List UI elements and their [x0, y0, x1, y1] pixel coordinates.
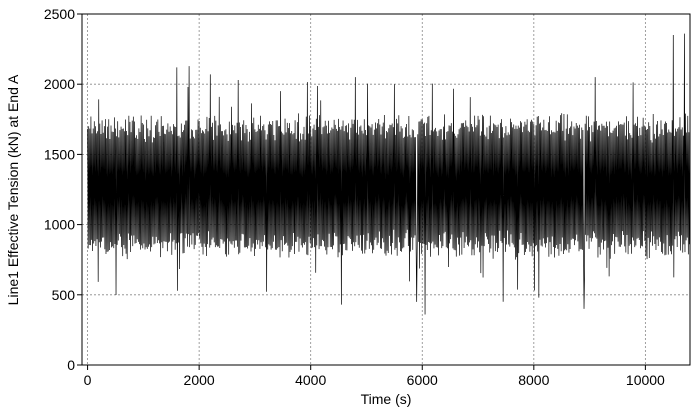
y-tick-label: 1500: [44, 146, 75, 162]
y-tick-label: 2500: [44, 6, 75, 22]
y-tick-label: 1000: [44, 217, 75, 233]
x-axis-label: Time (s): [361, 391, 412, 407]
y-tick-label: 2000: [44, 76, 75, 92]
plot-frame: [81, 13, 691, 366]
x-tick-label: 0: [84, 372, 92, 388]
tension-series-line: [87, 33, 691, 315]
series-line: [87, 33, 691, 315]
x-tick-label: 10000: [626, 372, 665, 388]
x-tick-label: 4000: [295, 372, 326, 388]
x-tick-label: 2000: [184, 372, 215, 388]
y-tick-label: 0: [67, 357, 75, 373]
axes: 0 2000 4000 6000 8000 10000 0 500 1000 1500 2000 25…: [44, 6, 665, 388]
y-axis-label: Line1 Effective Tension (kN) at End A: [5, 74, 21, 305]
x-tick-label: 8000: [518, 372, 549, 388]
y-tick-label: 500: [52, 287, 76, 303]
x-tick-label: 6000: [407, 372, 438, 388]
